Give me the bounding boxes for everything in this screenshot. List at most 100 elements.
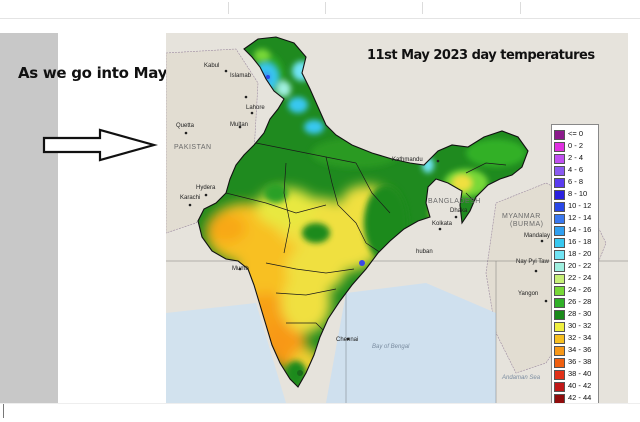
legend-swatch <box>554 238 565 248</box>
legend-label: 30 - 32 <box>568 321 592 330</box>
legend-swatch <box>554 274 565 284</box>
legend-swatch <box>554 166 565 176</box>
label-yangon: Yangon <box>518 291 539 297</box>
legend-label: 12 - 14 <box>568 213 592 222</box>
legend-swatch <box>554 202 565 212</box>
legend-swatch <box>554 298 565 308</box>
toolbar-divider <box>422 2 423 14</box>
legend-label: 40 - 42 <box>568 381 592 390</box>
legend-item: 4 - 6 <box>554 165 598 176</box>
legend-label: 18 - 20 <box>568 249 592 258</box>
legend-item: 14 - 16 <box>554 225 598 236</box>
legend-label: <= 0 <box>568 129 584 138</box>
toolbar-divider <box>228 2 229 14</box>
label-lahore: Lahore <box>246 105 265 111</box>
legend-item: 32 - 34 <box>554 333 598 344</box>
label-naypyitaw: Nay Pyi Taw <box>516 259 549 265</box>
legend-label: 4 - 6 <box>568 165 584 174</box>
legend-item: 30 - 32 <box>554 321 598 332</box>
legend-label: 42 - 44 <box>568 393 592 402</box>
legend-item: 36 - 38 <box>554 357 598 368</box>
legend-label: 36 - 38 <box>568 357 592 366</box>
legend-label: 8 - 10 <box>568 189 588 198</box>
right-arrow-icon <box>42 128 158 162</box>
label-myanmar: MYANMAR <box>502 213 541 220</box>
legend-swatch <box>554 286 565 296</box>
toolbar-divider <box>325 2 326 14</box>
legend-swatch <box>554 322 565 332</box>
legend-label: 6 - 8 <box>568 177 584 186</box>
caption-panel <box>58 33 166 403</box>
legend-swatch <box>554 190 565 200</box>
bottom-divider <box>0 403 640 404</box>
label-islamabad: Islamab <box>230 73 252 79</box>
label-pakistan: PAKISTAN <box>174 144 212 151</box>
label-andaman-sea: Andaman Sea <box>502 375 541 381</box>
legend-label: 22 - 24 <box>568 273 592 282</box>
legend-swatch <box>554 142 565 152</box>
legend-item: 26 - 28 <box>554 297 598 308</box>
legend-label: 10 - 12 <box>568 201 592 210</box>
slide-caption: As we go into May.. <box>18 64 177 82</box>
label-mumbai: Mumb <box>232 266 249 272</box>
label-mandalay: Mandalay <box>524 233 551 239</box>
left-gray-panel <box>0 33 58 403</box>
top-toolbar <box>0 0 640 19</box>
legend-item: <= 0 <box>554 129 598 140</box>
legend-label: 14 - 16 <box>568 225 592 234</box>
legend-label: 32 - 34 <box>568 333 592 342</box>
legend-label: 2 - 4 <box>568 153 584 162</box>
map-title: 11st May 2023 day temperatures <box>367 48 595 63</box>
label-karachi: Karachi <box>180 195 201 201</box>
legend-item: 28 - 30 <box>554 309 598 320</box>
legend-item: 42 - 44 <box>554 393 598 403</box>
label-quetta: Quetta <box>176 123 195 129</box>
legend-swatch <box>554 262 565 272</box>
legend-label: 38 - 40 <box>568 369 592 378</box>
legend-swatch <box>554 382 565 392</box>
legend-item: 38 - 40 <box>554 369 598 380</box>
temperature-legend: <= 0 0 - 2 2 - 4 4 - 6 6 - 8 8 - 10 10 - 12 12 … <box>551 124 599 404</box>
legend-item: 40 - 42 <box>554 381 598 392</box>
legend-label: 20 - 22 <box>568 261 592 270</box>
label-dhaka: Dhaka <box>450 208 468 214</box>
legend-item: 16 - 18 <box>554 237 598 248</box>
legend-item: 24 - 26 <box>554 285 598 296</box>
legend-item: 34 - 36 <box>554 345 598 356</box>
legend-label: 26 - 28 <box>568 297 592 306</box>
legend-item: 20 - 22 <box>554 261 598 272</box>
legend-swatch <box>554 358 565 368</box>
legend-item: 8 - 10 <box>554 189 598 200</box>
legend-swatch <box>554 214 565 224</box>
legend-label: 24 - 26 <box>568 285 592 294</box>
bottom-cursor-mark <box>3 404 4 418</box>
legend-swatch <box>554 346 565 356</box>
label-bhuban: huban <box>416 249 433 255</box>
legend-item: 22 - 24 <box>554 273 598 284</box>
legend-swatch <box>554 178 565 188</box>
legend-swatch <box>554 226 565 236</box>
label-hyderabad: Hydera <box>196 185 216 191</box>
label-burma: (BURMA) <box>510 221 544 228</box>
label-kabul: Kabul <box>204 63 220 69</box>
legend-swatch <box>554 250 565 260</box>
legend-swatch <box>554 370 565 380</box>
legend-swatch <box>554 394 565 403</box>
label-chennai: Chennai <box>336 337 359 343</box>
toolbar-divider <box>520 2 521 14</box>
legend-label: 34 - 36 <box>568 345 592 354</box>
label-kolkata: Kolkata <box>432 221 453 227</box>
legend-item: 10 - 12 <box>554 201 598 212</box>
label-bay-of-bengal: Bay of Bengal <box>372 344 410 350</box>
label-kathmandu: Kathmandu <box>392 157 423 163</box>
legend-swatch <box>554 334 565 344</box>
legend-item: 12 - 14 <box>554 213 598 224</box>
legend-swatch <box>554 130 565 140</box>
legend-label: 28 - 30 <box>568 309 592 318</box>
legend-label: 0 - 2 <box>568 141 584 150</box>
legend-label: 16 - 18 <box>568 237 592 246</box>
legend-item: 2 - 4 <box>554 153 598 164</box>
legend-item: 18 - 20 <box>554 249 598 260</box>
legend-swatch <box>554 310 565 320</box>
label-multan: Multan <box>230 122 249 128</box>
